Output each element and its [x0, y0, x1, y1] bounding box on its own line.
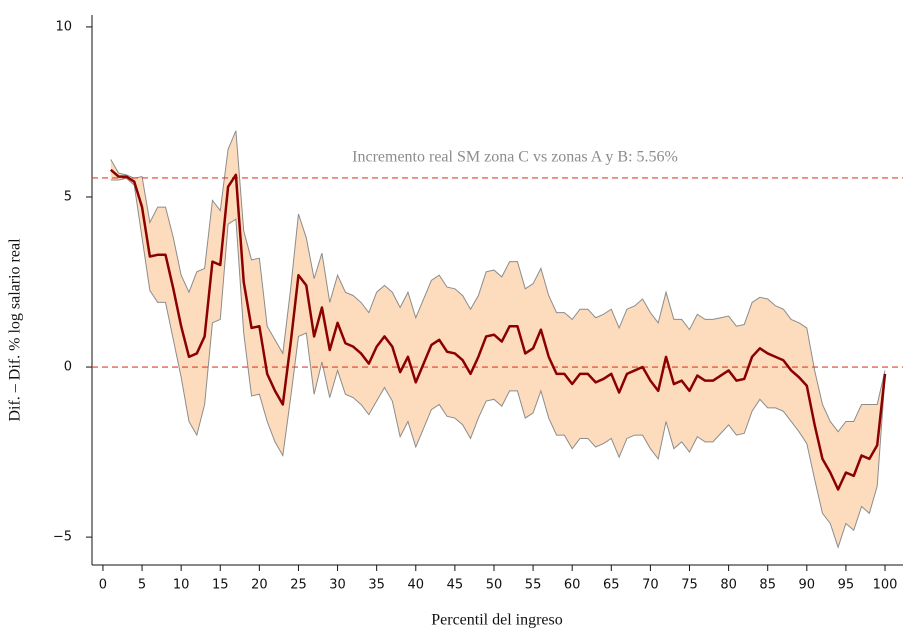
x-tick-label: 10	[173, 578, 190, 593]
x-tick-label: 0	[99, 578, 107, 593]
y-tick-label: −5	[53, 530, 72, 545]
band-edge-upper	[110, 130, 886, 433]
x-axis-label: Percentil del ingreso	[431, 612, 563, 629]
x-tick-label: 20	[251, 578, 268, 593]
x-tick-label: 70	[642, 578, 659, 593]
x-tick-label: 90	[799, 578, 816, 593]
x-tick-label: 45	[447, 578, 464, 593]
estimate-line	[109, 168, 887, 491]
y-tick-label: 10	[55, 19, 72, 34]
x-tick-label: 35	[368, 578, 385, 593]
x-tick-label: 75	[681, 578, 698, 593]
x-tick-label: 30	[329, 578, 346, 593]
x-tick-label: 95	[838, 578, 855, 593]
x-tick-label: 55	[525, 578, 542, 593]
annotation: Incremento real SM zona C vs zonas A y B…	[352, 149, 678, 166]
y-axis-label: Dif. – Dif. % log salario real	[7, 238, 24, 422]
x-tick-label: 60	[564, 578, 581, 593]
x-tick-label: 100	[873, 578, 898, 593]
x-tick-label: 65	[603, 578, 620, 593]
x-tick-label: 25	[290, 578, 307, 593]
band-edge-lower	[110, 177, 886, 549]
x-tick-label: 80	[720, 578, 737, 593]
y-tick-label: 5	[64, 189, 72, 204]
y-tick-label: 0	[64, 360, 72, 375]
x-tick-label: 15	[212, 578, 229, 593]
x-tick-label: 50	[486, 578, 503, 593]
x-tick-label: 40	[408, 578, 425, 593]
x-tick-label: 85	[759, 578, 776, 593]
x-tick-label: 5	[138, 578, 146, 593]
